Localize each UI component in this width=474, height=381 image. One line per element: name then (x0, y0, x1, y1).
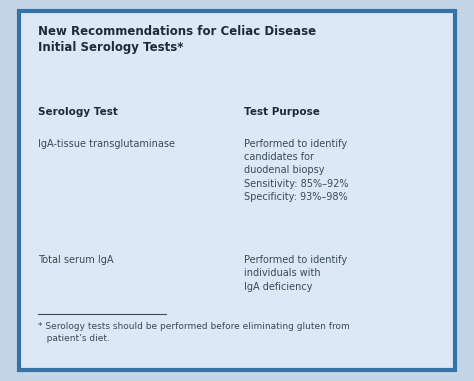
Text: Test Purpose: Test Purpose (244, 107, 320, 117)
Text: Serology Test: Serology Test (38, 107, 118, 117)
FancyBboxPatch shape (19, 11, 455, 370)
Text: * Serology tests should be performed before eliminating gluten from
   patient’s: * Serology tests should be performed bef… (38, 322, 350, 343)
Text: Performed to identify
candidates for
duodenal biopsy
Sensitivity: 85%–92%
Specif: Performed to identify candidates for duo… (244, 139, 348, 202)
Text: Total serum IgA: Total serum IgA (38, 255, 113, 265)
Text: New Recommendations for Celiac Disease
Initial Serology Tests*: New Recommendations for Celiac Disease I… (38, 25, 316, 54)
Text: IgA-tissue transglutaminase: IgA-tissue transglutaminase (38, 139, 175, 149)
Text: Performed to identify
individuals with
IgA deficiency: Performed to identify individuals with I… (244, 255, 347, 292)
